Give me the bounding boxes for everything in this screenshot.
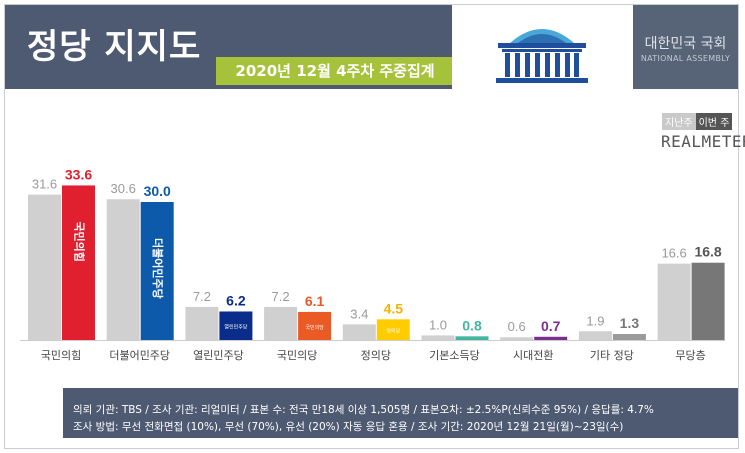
legend-this-week: 이번 주 xyxy=(695,113,733,130)
bar-prev-week xyxy=(421,335,455,340)
bar-this-week xyxy=(691,262,725,340)
data-label-prev-week: 30.6 xyxy=(111,181,136,196)
category-label: 기본소득당 xyxy=(429,349,480,362)
survey-period-badge: 2020년 12월 4주차 주중집계 xyxy=(216,57,454,85)
category-label: 국민의힘 xyxy=(41,349,81,362)
data-label-prev-week: 31.6 xyxy=(32,177,57,192)
bar-prev-week xyxy=(106,199,140,340)
bar-this-week xyxy=(455,336,489,340)
data-label-prev-week: 1.0 xyxy=(429,317,447,332)
party-name-in-bar: 열린민주당 xyxy=(224,324,247,331)
bar-prev-week xyxy=(28,194,61,340)
survey-info-line-2: 조사 방법: 무선 전화면접 (10%), 무선 (70%), 유선 (20%)… xyxy=(73,421,624,433)
bar-this-week xyxy=(376,319,410,340)
assembly-building-icon xyxy=(496,29,588,83)
bar-this-week xyxy=(140,202,174,340)
data-label-prev-week: 7.2 xyxy=(193,289,211,304)
data-label-prev-week: 7.2 xyxy=(272,289,290,304)
category-label: 열린민주당 xyxy=(193,349,244,362)
category-label: 더불어민주당 xyxy=(109,349,170,362)
bar-prev-week xyxy=(578,331,612,340)
chart-legend: 지난주 이번 주 xyxy=(662,113,733,130)
party-name-in-bar: 더불어민주당 xyxy=(151,238,165,299)
data-label-prev-week: 3.4 xyxy=(350,306,368,321)
bar-this-week xyxy=(219,311,253,340)
legend-prev-week: 지난주 xyxy=(662,113,696,130)
assembly-name-korean: 대한민국 국회 xyxy=(644,36,727,52)
data-label-this-week: 4.5 xyxy=(384,300,404,316)
data-label-this-week: 6.1 xyxy=(305,293,325,309)
survey-info-line-1: 의뢰 기관: TBS / 조사 기관: 리얼미터 / 표본 수: 전국 만18세… xyxy=(73,404,654,416)
page-title: 정당 지지도 xyxy=(27,27,202,67)
category-label: 기타 정당 xyxy=(590,349,634,362)
bar-prev-week xyxy=(342,324,376,340)
party-name-in-bar: 국민의힘 xyxy=(73,221,87,261)
bar-prev-week xyxy=(500,337,534,340)
bar-prev-week xyxy=(264,306,298,340)
data-label-this-week: 30.0 xyxy=(144,183,171,199)
data-label-prev-week: 16.6 xyxy=(661,246,686,261)
data-label-this-week: 6.2 xyxy=(226,292,246,308)
category-label: 국민의당 xyxy=(277,349,317,362)
category-label: 시대전환 xyxy=(513,349,553,362)
assembly-name-english: NATIONAL ASSEMBLY xyxy=(640,54,731,63)
category-label: 정의당 xyxy=(361,349,391,362)
party-name-in-bar: 정의당 xyxy=(386,328,400,335)
category-label: 무당층 xyxy=(675,349,705,362)
bar-this-week xyxy=(62,185,95,340)
assembly-name-panel: 대한민국 국회 NATIONAL ASSEMBLY xyxy=(633,5,738,89)
bar-this-week xyxy=(612,334,646,340)
national-assembly-logo xyxy=(452,5,633,89)
brand-logo: REALMETER xyxy=(661,132,745,151)
survey-info-footer: 의뢰 기관: TBS / 조사 기관: 리얼미터 / 표본 수: 전국 만18세… xyxy=(63,388,738,438)
data-label-this-week: 0.8 xyxy=(462,317,482,333)
data-label-prev-week: 1.9 xyxy=(586,313,604,328)
bar-prev-week xyxy=(185,306,219,340)
bar-prev-week xyxy=(657,263,691,340)
bar-this-week xyxy=(534,336,568,340)
bar-this-week xyxy=(298,311,332,340)
data-label-this-week: 33.6 xyxy=(65,166,92,182)
data-label-this-week: 16.8 xyxy=(694,244,721,260)
data-label-this-week: 0.7 xyxy=(541,318,561,334)
data-label-prev-week: 0.6 xyxy=(508,319,526,334)
party-name-in-bar: 국민의당 xyxy=(305,324,324,331)
data-label-this-week: 1.3 xyxy=(620,315,640,331)
